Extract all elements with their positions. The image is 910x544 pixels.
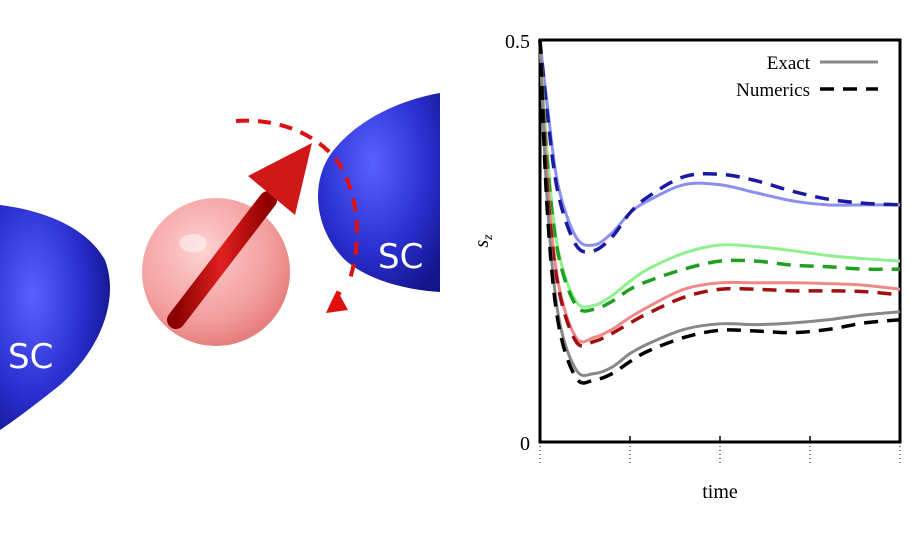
series-3-exact-line	[538, 39, 901, 344]
y-axis-label-sub: z	[481, 234, 496, 241]
left-lead-label: SC	[8, 337, 53, 377]
series-3-numerics-line	[538, 39, 901, 348]
y-tick-label-max: 0.5	[505, 31, 530, 53]
axis-ticks	[539, 436, 901, 464]
series-4-numerics-line	[538, 39, 901, 385]
series-1-exact-line	[538, 39, 900, 247]
right-superconductor-lead	[318, 93, 440, 292]
legend-label-exact: Exact	[767, 53, 811, 74]
spin-junction-illustration: SC SC	[0, 93, 440, 430]
y-axis-label-main: s	[471, 240, 493, 248]
legend: Exact Numerics	[736, 53, 878, 101]
precession-path	[235, 118, 360, 286]
plot-frame	[538, 38, 902, 444]
legend-label-numerics: Numerics	[736, 80, 810, 101]
series-1-numerics-line	[538, 39, 901, 254]
left-superconductor-lead	[0, 205, 110, 430]
x-axis-label: time	[702, 481, 738, 503]
data-series	[538, 39, 901, 385]
y-axis-label: sz	[471, 234, 496, 248]
spin-arrow-icon	[167, 143, 312, 329]
right-lead-label: SC	[378, 237, 423, 277]
y-tick-label-min: 0	[520, 433, 530, 455]
series-2-numerics-line	[538, 39, 901, 313]
